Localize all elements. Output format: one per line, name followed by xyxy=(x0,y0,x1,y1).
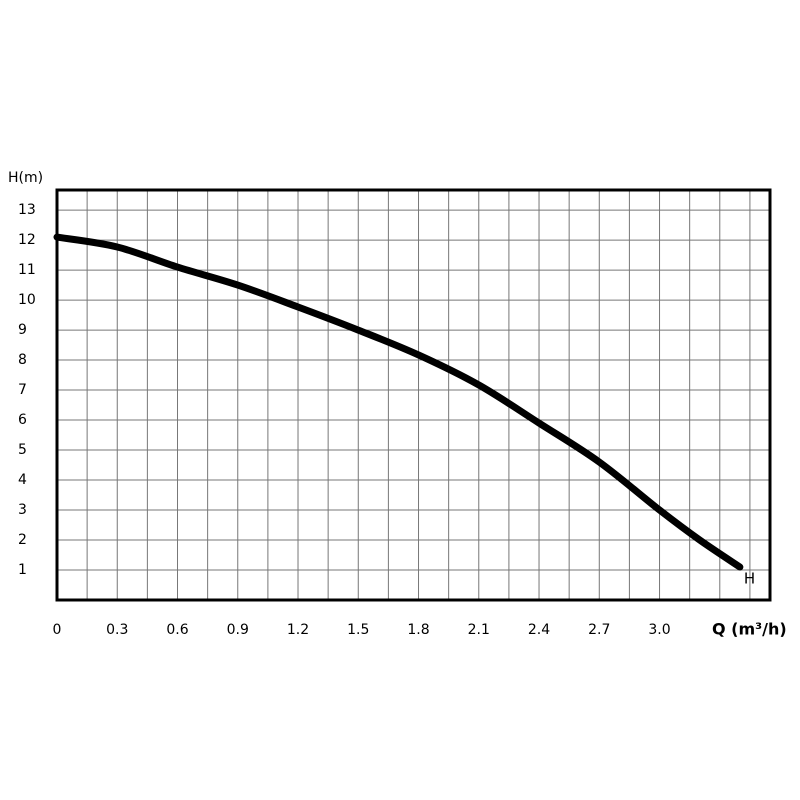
x-tick-label: 2.4 xyxy=(528,622,550,638)
y-axis-label: H(m) xyxy=(8,170,43,186)
x-tick-label: 1.2 xyxy=(287,622,309,638)
x-tick-label: 2.7 xyxy=(588,622,610,638)
y-tick-label: 3 xyxy=(18,502,27,518)
y-tick-label: 7 xyxy=(18,382,27,398)
x-tick-label: 2.1 xyxy=(468,622,490,638)
y-tick-label: 4 xyxy=(18,472,27,488)
curve-label: H xyxy=(744,570,755,588)
y-tick-label: 8 xyxy=(18,352,27,368)
y-tick-label: 12 xyxy=(18,232,36,248)
x-tick-label: 1.8 xyxy=(407,622,429,638)
curve xyxy=(53,233,744,571)
y-tick-label: 11 xyxy=(18,262,36,278)
x-tick-label: 0.3 xyxy=(106,622,128,638)
y-tick-label: 1 xyxy=(18,562,27,578)
x-tick-label: 1.5 xyxy=(347,622,369,638)
x-tick-label: 0 xyxy=(53,622,62,638)
y-tick-label: 13 xyxy=(18,202,36,218)
x-tick-label: 0.9 xyxy=(227,622,249,638)
x-tick-label: 0.6 xyxy=(166,622,188,638)
x-tick-label: 3.0 xyxy=(648,622,670,638)
plot-frame xyxy=(55,188,772,602)
x-axis-label: Q (m³/h) xyxy=(712,620,787,639)
y-tick-label: 6 xyxy=(18,412,27,428)
y-tick-label: 9 xyxy=(18,322,27,338)
y-tick-label: 2 xyxy=(18,532,27,548)
y-tick-label: 10 xyxy=(18,292,36,308)
y-tick-label: 5 xyxy=(18,442,27,458)
